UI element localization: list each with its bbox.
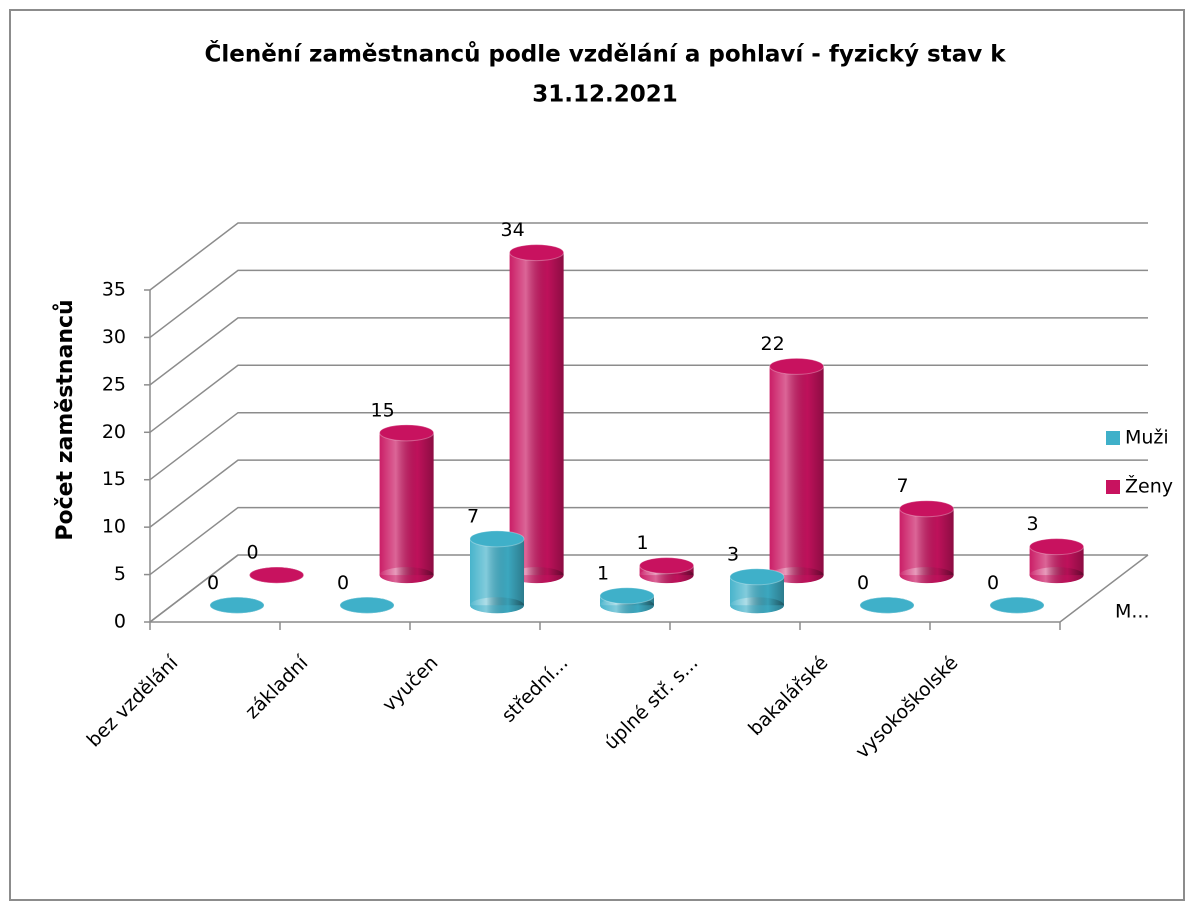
column [859,596,915,614]
depth-axis-label: M... [1115,601,1150,623]
y-tick-label: 20 [102,421,126,443]
column-top [599,587,655,605]
column-shade [769,366,824,576]
data-label: 0 [337,572,349,594]
column-shade [379,432,434,576]
grid-line [149,459,1148,528]
column [209,596,265,614]
grid-line [149,364,1148,433]
data-label: 0 [987,572,999,594]
column-top [639,557,695,575]
y-tick-label: 10 [102,516,126,538]
column-top [339,596,395,614]
column [899,500,955,584]
data-label: 0 [247,542,259,564]
column-top [469,530,525,548]
legend-label: Muži [1125,427,1169,449]
chart-title: Členění zaměstnanců podle vzdělání a poh… [204,40,1006,68]
column-shade [470,538,524,606]
column-top [1029,538,1085,556]
column-top [729,568,785,586]
y-tick-label: 30 [102,326,126,348]
data-label: 1 [597,562,609,584]
chart-border [9,9,1185,901]
column-top [859,596,915,614]
data-label: 1 [637,532,649,554]
column-top [209,596,265,614]
grid-line [149,554,1148,623]
grid-line [149,222,1148,291]
data-label: 15 [371,399,395,421]
column [249,566,305,584]
column-top [899,500,955,518]
legend-swatch [1106,431,1120,445]
column-base-shade [730,597,784,614]
chart-title: 31.12.2021 [532,82,678,108]
column-top [989,596,1045,614]
column [379,424,435,584]
column-base-shade [470,597,524,614]
data-label: 0 [857,572,869,594]
axis-wall [149,290,1149,623]
data-label: 7 [467,505,479,527]
data-label: 3 [1027,513,1039,535]
grid-line [149,411,1148,481]
y-tick-label: 25 [102,373,126,395]
column-shade [509,252,564,576]
column-top [379,424,435,442]
column-top [509,244,565,262]
column-base-shade [379,567,434,584]
y-tick-label: 5 [114,563,126,585]
data-label: 34 [501,219,525,241]
grid-line [149,506,1148,576]
legend-label: Ženy [1125,475,1173,498]
column-base-shade [1029,567,1084,584]
column-base-shade [899,567,954,584]
column-top [249,566,305,584]
column [989,596,1045,614]
data-label: 3 [727,543,739,565]
column [639,557,695,584]
column [599,587,655,614]
data-label: 22 [761,333,785,355]
legend-swatch [1106,480,1120,494]
column [769,357,825,584]
data-label: 7 [897,475,909,497]
y-tick-label: 0 [114,611,126,633]
y-tick-label: 35 [102,279,126,301]
y-axis-title: Počet zaměstnanců [53,299,78,540]
data-label: 0 [207,572,219,594]
column [509,244,565,584]
column-top [769,357,825,375]
y-tick-label: 15 [102,468,126,490]
column [729,568,785,614]
grid-line [149,269,1148,339]
column [469,530,525,614]
column-shade [899,508,954,576]
column [1029,538,1085,584]
column [339,596,395,614]
grid-line [149,317,1148,386]
